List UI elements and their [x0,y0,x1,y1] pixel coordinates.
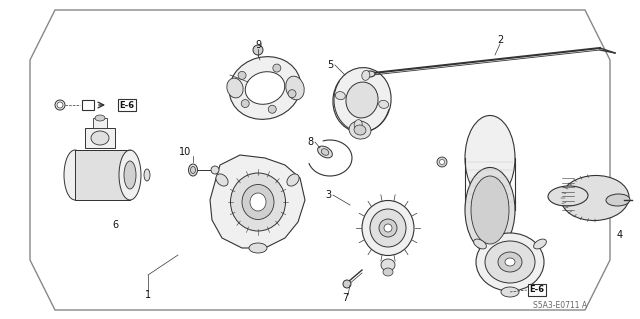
Ellipse shape [384,224,392,232]
Ellipse shape [346,82,378,118]
Ellipse shape [335,92,346,100]
Bar [93,118,107,128]
Ellipse shape [561,175,629,220]
Ellipse shape [189,164,198,176]
Ellipse shape [465,115,515,201]
Ellipse shape [95,115,105,121]
Ellipse shape [211,166,219,174]
Ellipse shape [548,186,588,206]
Circle shape [343,280,351,288]
Ellipse shape [216,174,228,186]
Ellipse shape [55,100,65,110]
Ellipse shape [534,239,547,249]
Ellipse shape [317,146,332,158]
Ellipse shape [362,70,370,80]
Circle shape [253,45,263,55]
Ellipse shape [57,102,63,108]
Text: 1: 1 [145,290,151,300]
Text: 9: 9 [255,40,261,50]
Circle shape [241,100,249,108]
Ellipse shape [321,149,329,155]
Ellipse shape [354,125,366,135]
Text: 5: 5 [327,60,333,70]
Ellipse shape [119,150,141,200]
Ellipse shape [144,169,150,181]
Circle shape [288,90,296,98]
Ellipse shape [287,174,299,186]
Text: 8: 8 [307,137,313,147]
Ellipse shape [124,161,136,189]
Text: S5A3-E0711 A: S5A3-E0711 A [533,301,587,310]
Ellipse shape [245,72,285,104]
Ellipse shape [501,287,519,297]
Bar [75,150,130,200]
Ellipse shape [474,239,486,249]
Bar [82,100,94,110]
Ellipse shape [64,150,86,200]
Circle shape [238,71,246,79]
Circle shape [440,160,445,165]
Ellipse shape [286,76,304,100]
Text: 4: 4 [617,230,623,240]
Text: 10: 10 [179,147,191,157]
Text: 2: 2 [497,35,503,45]
Ellipse shape [505,258,515,266]
Ellipse shape [379,219,397,237]
Ellipse shape [606,194,630,206]
Ellipse shape [227,78,243,98]
Ellipse shape [249,243,267,253]
Text: E-6: E-6 [529,286,545,294]
Ellipse shape [229,57,301,119]
Ellipse shape [370,209,406,247]
Ellipse shape [191,167,195,174]
Circle shape [273,64,281,72]
Ellipse shape [383,268,393,276]
Ellipse shape [485,241,535,283]
Ellipse shape [471,176,509,244]
Circle shape [268,105,276,113]
Ellipse shape [379,100,388,108]
Circle shape [437,157,447,167]
Ellipse shape [498,252,522,272]
Ellipse shape [250,193,266,211]
Ellipse shape [349,121,371,139]
Ellipse shape [91,131,109,145]
Bar [85,128,115,148]
Ellipse shape [381,259,395,271]
Ellipse shape [230,173,285,231]
Ellipse shape [362,201,414,256]
Ellipse shape [242,184,274,219]
Polygon shape [30,10,610,310]
Ellipse shape [365,71,375,77]
Ellipse shape [354,120,362,130]
Text: E-6: E-6 [120,100,134,109]
Polygon shape [210,155,305,248]
Ellipse shape [476,233,544,291]
Text: 7: 7 [342,293,348,303]
Text: 3: 3 [325,190,331,200]
Text: 6: 6 [112,220,118,230]
Ellipse shape [333,68,391,132]
Ellipse shape [465,167,515,253]
